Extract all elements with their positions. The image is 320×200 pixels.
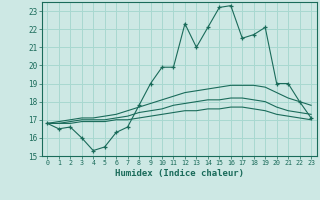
X-axis label: Humidex (Indice chaleur): Humidex (Indice chaleur) [115,169,244,178]
